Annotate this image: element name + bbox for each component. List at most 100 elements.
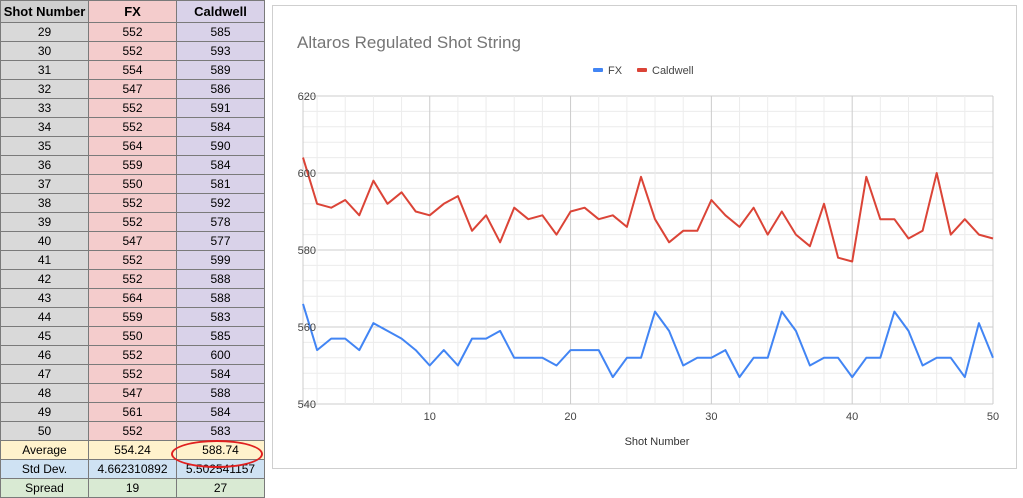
fx-cell[interactable]: 550 bbox=[88, 326, 177, 346]
shot-number-cell[interactable]: 47 bbox=[0, 364, 89, 384]
fx-cell[interactable]: 554 bbox=[88, 60, 177, 80]
caldwell-cell[interactable]: 585 bbox=[176, 22, 265, 42]
fx-cell[interactable]: 552 bbox=[88, 250, 177, 270]
caldwell-cell[interactable]: 585 bbox=[176, 326, 265, 346]
fx-cell[interactable]: 550 bbox=[88, 174, 177, 194]
fx-cell[interactable]: 547 bbox=[88, 383, 177, 403]
shot-table: Shot Number FX Caldwell 29 552 585 30 552 593… bbox=[0, 0, 265, 498]
legend-swatch-fx bbox=[593, 68, 603, 72]
header-shot-number[interactable]: Shot Number bbox=[0, 0, 89, 23]
table-row: 46 552 600 bbox=[0, 345, 265, 365]
shot-number-cell[interactable]: 38 bbox=[0, 193, 89, 213]
std-dev-caldwell-value[interactable]: 5.502541157 bbox=[176, 459, 265, 479]
shot-number-cell[interactable]: 31 bbox=[0, 60, 89, 80]
shot-number-cell[interactable]: 36 bbox=[0, 155, 89, 175]
shot-number-cell[interactable]: 43 bbox=[0, 288, 89, 308]
stat-row-average: Average 554.24 588.74 bbox=[0, 440, 265, 460]
table-row: 48 547 588 bbox=[0, 383, 265, 403]
shot-number-cell[interactable]: 33 bbox=[0, 98, 89, 118]
shot-number-cell[interactable]: 37 bbox=[0, 174, 89, 194]
caldwell-cell[interactable]: 590 bbox=[176, 136, 265, 156]
series-line-caldwell[interactable] bbox=[302, 157, 994, 263]
spread-label[interactable]: Spread bbox=[0, 478, 89, 498]
std-dev-fx-value[interactable]: 4.662310892 bbox=[88, 459, 177, 479]
shot-number-cell[interactable]: 48 bbox=[0, 383, 89, 403]
chart-ticks: 540 560 580 600 620 10 20 30 40 50 bbox=[298, 91, 999, 423]
x-tick-label: 10 bbox=[424, 411, 436, 423]
caldwell-cell[interactable]: 593 bbox=[176, 41, 265, 61]
fx-cell[interactable]: 552 bbox=[88, 117, 177, 137]
shot-number-cell[interactable]: 34 bbox=[0, 117, 89, 137]
fx-cell[interactable]: 552 bbox=[88, 364, 177, 384]
shot-number-cell[interactable]: 45 bbox=[0, 326, 89, 346]
spread-caldwell-value[interactable]: 27 bbox=[176, 478, 265, 498]
caldwell-cell[interactable]: 584 bbox=[176, 364, 265, 384]
caldwell-cell[interactable]: 588 bbox=[176, 269, 265, 289]
caldwell-cell[interactable]: 589 bbox=[176, 60, 265, 80]
fx-cell[interactable]: 559 bbox=[88, 155, 177, 175]
caldwell-cell[interactable]: 591 bbox=[176, 98, 265, 118]
caldwell-cell[interactable]: 584 bbox=[176, 155, 265, 175]
fx-cell[interactable]: 552 bbox=[88, 345, 177, 365]
fx-cell[interactable]: 552 bbox=[88, 269, 177, 289]
shot-number-cell[interactable]: 42 bbox=[0, 269, 89, 289]
shot-number-cell[interactable]: 40 bbox=[0, 231, 89, 251]
table-row: 36 559 584 bbox=[0, 155, 265, 175]
fx-cell[interactable]: 547 bbox=[88, 79, 177, 99]
legend-label-fx[interactable]: FX bbox=[608, 65, 623, 77]
caldwell-cell[interactable]: 577 bbox=[176, 231, 265, 251]
fx-cell[interactable]: 552 bbox=[88, 41, 177, 61]
caldwell-cell[interactable]: 586 bbox=[176, 79, 265, 99]
fx-cell[interactable]: 552 bbox=[88, 212, 177, 232]
caldwell-cell[interactable]: 583 bbox=[176, 421, 265, 441]
table-row: 50 552 583 bbox=[0, 421, 265, 441]
shot-number-cell[interactable]: 44 bbox=[0, 307, 89, 327]
shot-number-cell[interactable]: 50 bbox=[0, 421, 89, 441]
caldwell-cell[interactable]: 600 bbox=[176, 345, 265, 365]
caldwell-cell[interactable]: 588 bbox=[176, 288, 265, 308]
chart-panel[interactable]: Altaros Regulated Shot String FX Caldwell… bbox=[272, 5, 1017, 469]
average-fx-value[interactable]: 554.24 bbox=[88, 440, 177, 460]
average-caldwell-value[interactable]: 588.74 bbox=[176, 440, 265, 460]
caldwell-cell[interactable]: 578 bbox=[176, 212, 265, 232]
table-row: 38 552 592 bbox=[0, 193, 265, 213]
shot-number-cell[interactable]: 29 bbox=[0, 22, 89, 42]
average-label[interactable]: Average bbox=[0, 440, 89, 460]
table-row: 30 552 593 bbox=[0, 41, 265, 61]
fx-cell[interactable]: 561 bbox=[88, 402, 177, 422]
fx-cell[interactable]: 552 bbox=[88, 193, 177, 213]
fx-cell[interactable]: 564 bbox=[88, 136, 177, 156]
fx-cell[interactable]: 552 bbox=[88, 22, 177, 42]
fx-cell[interactable]: 559 bbox=[88, 307, 177, 327]
y-tick-label: 600 bbox=[298, 168, 316, 180]
y-tick-label: 540 bbox=[298, 399, 316, 411]
legend-label-caldwell[interactable]: Caldwell bbox=[652, 65, 694, 77]
std-dev-label[interactable]: Std Dev. bbox=[0, 459, 89, 479]
series-line-fx[interactable] bbox=[302, 303, 994, 379]
caldwell-cell[interactable]: 584 bbox=[176, 402, 265, 422]
fx-cell[interactable]: 552 bbox=[88, 98, 177, 118]
caldwell-cell[interactable]: 592 bbox=[176, 193, 265, 213]
shot-number-cell[interactable]: 35 bbox=[0, 136, 89, 156]
caldwell-cell[interactable]: 599 bbox=[176, 250, 265, 270]
shot-number-cell[interactable]: 30 bbox=[0, 41, 89, 61]
caldwell-cell[interactable]: 581 bbox=[176, 174, 265, 194]
header-caldwell[interactable]: Caldwell bbox=[176, 0, 265, 23]
table-row: 41 552 599 bbox=[0, 250, 265, 270]
table-row: 44 559 583 bbox=[0, 307, 265, 327]
shot-number-cell[interactable]: 39 bbox=[0, 212, 89, 232]
spread-fx-value[interactable]: 19 bbox=[88, 478, 177, 498]
caldwell-cell[interactable]: 584 bbox=[176, 117, 265, 137]
fx-cell[interactable]: 547 bbox=[88, 231, 177, 251]
fx-cell[interactable]: 564 bbox=[88, 288, 177, 308]
fx-cell[interactable]: 552 bbox=[88, 421, 177, 441]
shot-number-cell[interactable]: 41 bbox=[0, 250, 89, 270]
x-axis-title: Shot Number bbox=[625, 436, 690, 448]
header-fx[interactable]: FX bbox=[88, 0, 177, 23]
shot-number-cell[interactable]: 49 bbox=[0, 402, 89, 422]
caldwell-cell[interactable]: 583 bbox=[176, 307, 265, 327]
shot-number-cell[interactable]: 32 bbox=[0, 79, 89, 99]
caldwell-cell[interactable]: 588 bbox=[176, 383, 265, 403]
stat-row-spread: Spread 19 27 bbox=[0, 478, 265, 498]
shot-number-cell[interactable]: 46 bbox=[0, 345, 89, 365]
